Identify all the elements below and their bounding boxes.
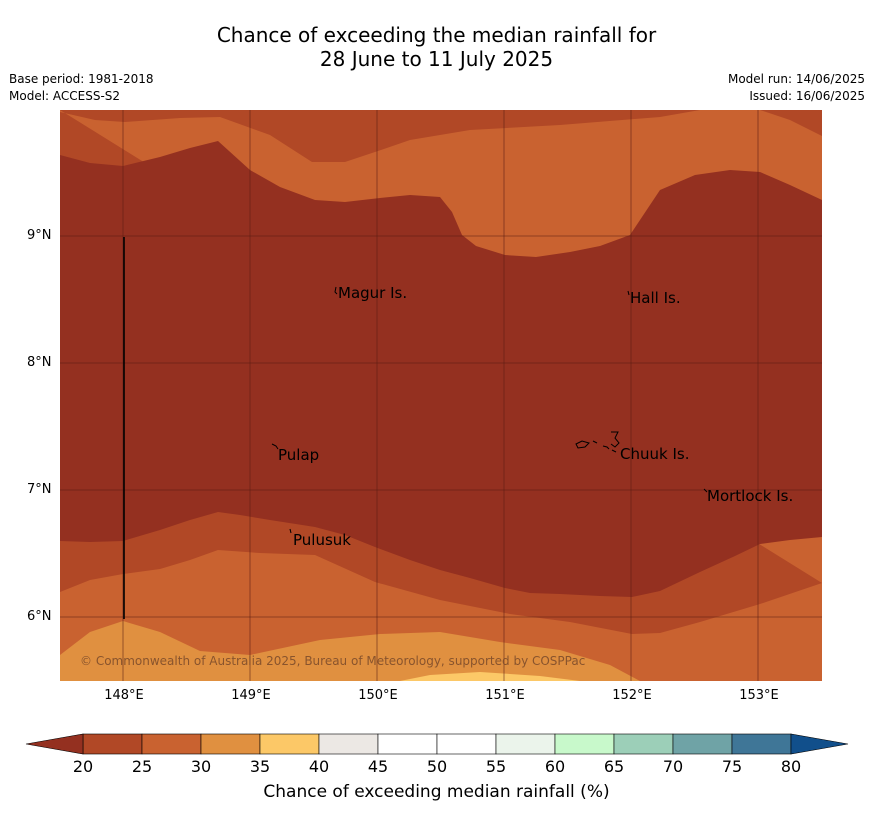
colorbar-tick-25: 25 bbox=[131, 757, 153, 776]
colorbar-cell-c45_50 bbox=[377, 733, 438, 755]
lon-label-153e: 153°E bbox=[739, 688, 779, 703]
place-label-pulusuk: Pulusuk bbox=[293, 531, 351, 549]
pulusuk-island-icon bbox=[289, 528, 292, 534]
colorbar-tick-20: 20 bbox=[72, 757, 94, 776]
pulap-island-icon bbox=[271, 443, 279, 450]
lon-label-152e: 152°E bbox=[612, 688, 652, 703]
lat-label-7n: 7°N bbox=[27, 482, 52, 497]
lon-label-150e: 150°E bbox=[358, 688, 398, 703]
colorbar-cell-c65_70 bbox=[613, 733, 674, 755]
place-label-chuuk: Chuuk Is. bbox=[620, 445, 690, 463]
colorbar-tick-30: 30 bbox=[190, 757, 212, 776]
colorbar-tick-65: 65 bbox=[603, 757, 625, 776]
issued-text: Issued: 16/06/2025 bbox=[749, 89, 865, 103]
colorbar-cell-c75_80 bbox=[731, 733, 792, 755]
colorbar-tick-50: 50 bbox=[426, 757, 448, 776]
colorbar-cell-c25_30 bbox=[141, 733, 202, 755]
copyright-text: © Commonwealth of Australia 2025, Bureau… bbox=[80, 654, 586, 668]
colorbar-tick-60: 60 bbox=[544, 757, 566, 776]
model-text: Model: ACCESS-S2 bbox=[9, 89, 121, 103]
colorbar-cell-c40_45 bbox=[318, 733, 379, 755]
colorbar-tick-75: 75 bbox=[721, 757, 743, 776]
chuuk-islands-icon bbox=[575, 431, 620, 453]
lat-label-9n: 9°N bbox=[27, 228, 52, 243]
lat-label-8n: 8°N bbox=[27, 355, 52, 370]
colorbar-cell-c55_60 bbox=[495, 733, 556, 755]
lon-label-151e: 151°E bbox=[485, 688, 525, 703]
lat-label-6n: 6°N bbox=[27, 609, 52, 624]
magur-island-icon bbox=[334, 286, 338, 295]
colorbar-tick-70: 70 bbox=[662, 757, 684, 776]
hall-island-icon bbox=[627, 290, 630, 296]
band-30-35 bbox=[60, 621, 640, 681]
map-title-line2: 28 June to 11 July 2025 bbox=[319, 47, 554, 71]
place-label-pulap: Pulap bbox=[278, 446, 320, 464]
lon-label-149e: 149°E bbox=[231, 688, 271, 703]
colorbar-arrow-left bbox=[25, 733, 84, 755]
mortlock-island-icon bbox=[703, 488, 708, 493]
colorbar-cell-c60_65 bbox=[554, 733, 615, 755]
lon-label-148e: 148°E bbox=[104, 688, 144, 703]
place-label-hall: Hall Is. bbox=[630, 289, 681, 307]
colorbar-arrow-right bbox=[790, 733, 849, 755]
band-below-20 bbox=[60, 141, 822, 597]
island-outlines bbox=[271, 286, 708, 534]
model-run-text: Model run: 14/06/2025 bbox=[727, 72, 865, 86]
graticule bbox=[60, 110, 822, 681]
colorbar-cell-c50_55 bbox=[436, 733, 497, 755]
colorbar-tick-40: 40 bbox=[308, 757, 330, 776]
colorbar-tick-35: 35 bbox=[249, 757, 271, 776]
colorbar-cell-c20_25 bbox=[82, 733, 143, 755]
place-label-mortlock: Mortlock Is. bbox=[707, 487, 794, 505]
map-title-line1: Chance of exceeding the median rainfall … bbox=[216, 23, 657, 47]
colorbar-tick-45: 45 bbox=[367, 757, 389, 776]
colorbar-cell-c30_35 bbox=[200, 733, 261, 755]
band-35-40 bbox=[400, 672, 580, 681]
colorbar-title: Chance of exceeding median rainfall (%) bbox=[263, 782, 610, 802]
colorbar-tick-55: 55 bbox=[485, 757, 507, 776]
colorbar-cell-c35_40 bbox=[259, 733, 320, 755]
colorbar-tick-80: 80 bbox=[780, 757, 802, 776]
base-period-text: Base period: 1981-2018 bbox=[9, 72, 154, 86]
colorbar-cell-c70_75 bbox=[672, 733, 733, 755]
place-label-magur: Magur Is. bbox=[338, 284, 408, 302]
